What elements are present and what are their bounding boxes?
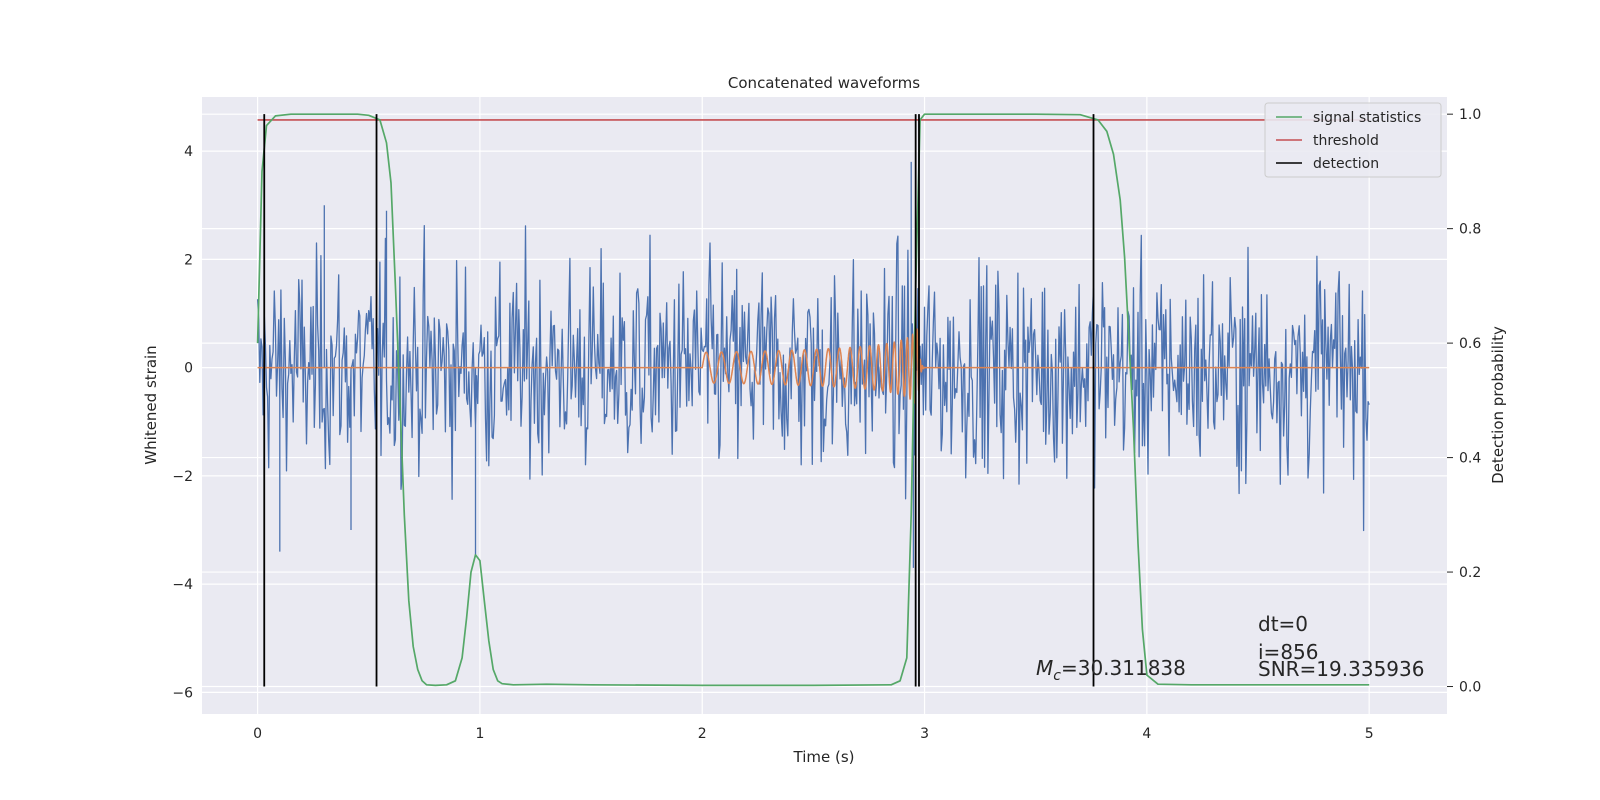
y-tick-label-left: −2 [172,469,193,485]
mc-value: =30.311838 [1061,656,1186,680]
legend-label-signal-statistics: signal statistics [1313,110,1421,126]
annotation-snr: SNR=19.335936 [1258,657,1424,681]
annotation-i: i=856 [1258,640,1319,664]
x-axis-label: Time (s) [793,748,855,766]
y-tick-label-left: 2 [184,252,193,268]
ticks-layer: 0 1 2 3 4 5 4 2 0 −2 −4 −6 1.0 0.8 0.6 0.4 0.2 0.0 [172,107,1481,742]
svg-text:Mc=30.311838: Mc=30.311838 [1036,656,1186,684]
y-tick-label-left: −4 [172,577,193,593]
x-tick-label: 0 [253,726,262,742]
y-axis-label-right: Detection probability [1489,326,1507,484]
chirp-template-line [257,328,1370,404]
signal-statistics-line [256,113,1370,687]
legend-frame [1264,102,1442,178]
x-tick-label: 1 [475,726,484,742]
y-tick-label-left: 4 [184,144,193,160]
y-tick-label-right: 0.0 [1459,680,1481,696]
y-tick-label-right: 1.0 [1459,107,1481,123]
y-tick-label-right: 0.2 [1459,565,1481,581]
y-axis-label-left: Whitened strain [142,345,160,464]
x-tick-label: 4 [1142,726,1151,742]
series-layer [256,113,1370,687]
annotation-dt: dt=0 [1258,612,1308,636]
legend-label-detection: detection [1313,156,1379,172]
legend: signal statistics threshold detection [1264,102,1442,178]
y-tick-label-right: 0.8 [1459,222,1481,238]
x-tick-label: 5 [1365,726,1374,742]
x-tick-label: 2 [698,726,707,742]
chart-title: Concatenated waveforms [728,74,920,92]
y-tick-label-right: 0.6 [1459,336,1481,352]
y-tick-label-right: 0.4 [1459,451,1481,467]
mc-symbol: M [1036,656,1053,680]
mc-subscript: c [1053,668,1061,684]
annotation-mc: Mc=30.311838 [1036,656,1186,684]
x-tick-label: 3 [920,726,929,742]
legend-label-threshold: threshold [1313,133,1379,149]
y-tick-label-left: −6 [172,685,193,701]
y-tick-label-left: 0 [184,361,193,377]
